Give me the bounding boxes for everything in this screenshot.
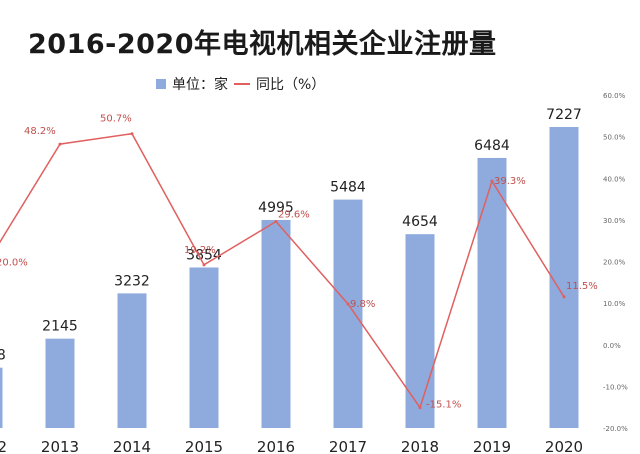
y2-tick-label: 30.0% xyxy=(603,217,626,225)
yoy-label-2012: 20.0% xyxy=(0,258,28,269)
legend-line-swatch xyxy=(234,83,250,85)
yoy-label-2015: 19.2% xyxy=(184,245,216,256)
bar-value-label-2012: 1448 xyxy=(0,348,6,364)
yoy-label-2013: 48.2% xyxy=(24,126,56,137)
bar-2016 xyxy=(261,219,291,428)
x-tick-label-2016: 2016 xyxy=(257,438,295,454)
x-tick-label-2020: 2020 xyxy=(545,438,583,454)
bar-2014 xyxy=(117,293,147,428)
y2-tick-label: 20.0% xyxy=(603,259,626,267)
legend: 单位：家 同比（%） xyxy=(156,74,325,94)
y2-tick-label: 10.0% xyxy=(603,300,626,308)
y2-tick-label: 60.0% xyxy=(603,92,626,100)
bar-value-label-2018: 4654 xyxy=(402,214,438,230)
yoy-point-2016 xyxy=(274,220,278,224)
x-tick-label-2018: 2018 xyxy=(401,438,439,454)
yoy-point-2020 xyxy=(562,295,566,299)
bar-value-label-2017: 5484 xyxy=(330,180,366,196)
bar-2012 xyxy=(0,367,3,428)
yoy-label-2014: 50.7% xyxy=(100,114,132,125)
yoy-point-2015 xyxy=(202,263,206,267)
bar-2013 xyxy=(45,338,75,428)
bar-value-label-2020: 7227 xyxy=(546,107,582,123)
yoy-label-2017: 9.8% xyxy=(350,299,375,310)
bar-value-label-2014: 3232 xyxy=(114,273,150,289)
legend-line-label: 同比（%） xyxy=(256,77,326,93)
chart-title: 2016-2020年电视机相关企业注册量 xyxy=(28,29,497,60)
bar-2019 xyxy=(477,157,507,428)
x-tick-label-2013: 2013 xyxy=(41,438,79,454)
y2-tick-label: -10.0% xyxy=(603,383,628,391)
yoy-point-2013 xyxy=(58,142,62,146)
bar-value-label-2013: 2145 xyxy=(42,319,78,335)
bar-value-label-2016: 4995 xyxy=(258,200,294,216)
yoy-label-2020: 11.5% xyxy=(566,281,598,292)
bar-2018 xyxy=(405,234,435,428)
bar-2020 xyxy=(549,127,579,428)
bar-value-label-2019: 6484 xyxy=(474,138,510,154)
x-tick-label-2017: 2017 xyxy=(329,438,367,454)
x-tick-label-2014: 2014 xyxy=(113,438,151,454)
bar-2015 xyxy=(189,267,219,428)
yoy-point-2017 xyxy=(346,302,350,306)
legend-bar-label: 单位：家 xyxy=(172,77,228,93)
yoy-label-2019: 39.3% xyxy=(494,176,526,187)
x-tick-label-2012: 2012 xyxy=(0,438,7,454)
yoy-point-2014 xyxy=(130,132,134,136)
yoy-point-2019 xyxy=(490,179,494,183)
yoy-point-2018 xyxy=(418,406,422,410)
y2-tick-label: 40.0% xyxy=(603,175,626,183)
legend-bar-swatch xyxy=(156,79,166,89)
y2-tick-label: 0.0% xyxy=(603,342,621,350)
yoy-label-2016: 29.6% xyxy=(278,210,310,221)
yoy-label-2018: -15.1% xyxy=(426,400,461,411)
x-tick-label-2015: 2015 xyxy=(185,438,223,454)
y2-tick-label: 50.0% xyxy=(603,134,626,142)
y2-tick-label: -20.0% xyxy=(603,425,628,433)
x-tick-label-2019: 2019 xyxy=(473,438,511,454)
bar-2017 xyxy=(333,199,363,428)
